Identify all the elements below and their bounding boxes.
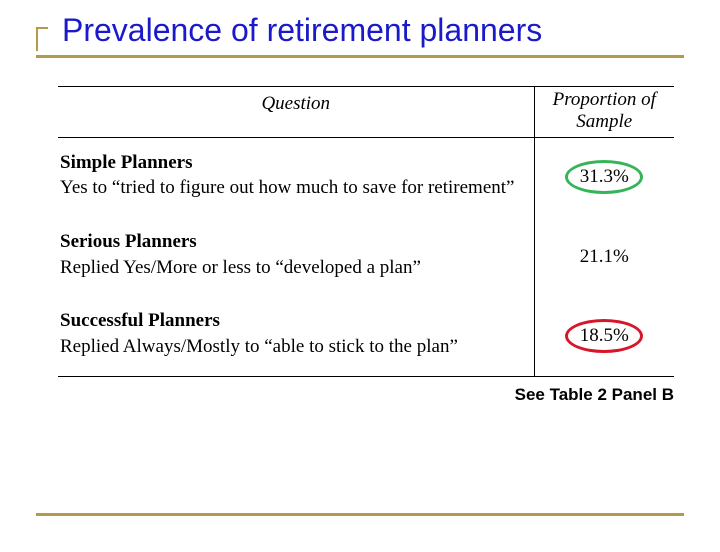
question-cell: Successful Planners Replied Always/Mostl… — [58, 296, 534, 376]
table-row: Successful Planners Replied Always/Mostl… — [58, 296, 674, 376]
table-row: Serious Planners Replied Yes/More or les… — [58, 217, 674, 296]
category-label: Simple Planners — [60, 152, 192, 173]
planners-table: Question Proportion of Sample Simple Pla… — [58, 86, 674, 377]
table-header-row: Question Proportion of Sample — [58, 87, 674, 138]
slide-title: Prevalence of retirement planners — [44, 12, 684, 49]
header-question: Question — [58, 87, 534, 138]
header-proportion: Proportion of Sample — [534, 87, 674, 138]
category-label: Serious Planners — [60, 231, 197, 252]
question-cell: Simple Planners Yes to “tried to figure … — [58, 137, 534, 217]
proportion-cell: 31.3% — [534, 137, 674, 217]
proportion-value: 18.5% — [580, 325, 629, 347]
category-desc: Yes to “tried to figure out how much to … — [60, 177, 514, 198]
category-label: Successful Planners — [60, 310, 220, 331]
table-row: Simple Planners Yes to “tried to figure … — [58, 137, 674, 217]
table-caption: See Table 2 Panel B — [0, 385, 674, 405]
proportion-cell: 18.5% — [534, 296, 674, 376]
proportion-value: 21.1% — [580, 246, 629, 268]
slide: Prevalence of retirement planners Questi… — [0, 12, 720, 552]
title-rule: Prevalence of retirement planners — [36, 12, 684, 58]
accent-corner — [36, 27, 48, 51]
question-cell: Serious Planners Replied Yes/More or les… — [58, 217, 534, 296]
proportion-value: 31.3% — [580, 166, 629, 188]
category-desc: Replied Always/Mostly to “able to stick … — [60, 336, 458, 357]
category-desc: Replied Yes/More or less to “developed a… — [60, 257, 421, 278]
planners-table-wrap: Question Proportion of Sample Simple Pla… — [58, 86, 674, 377]
footer-rule — [36, 513, 684, 516]
proportion-cell: 21.1% — [534, 217, 674, 296]
